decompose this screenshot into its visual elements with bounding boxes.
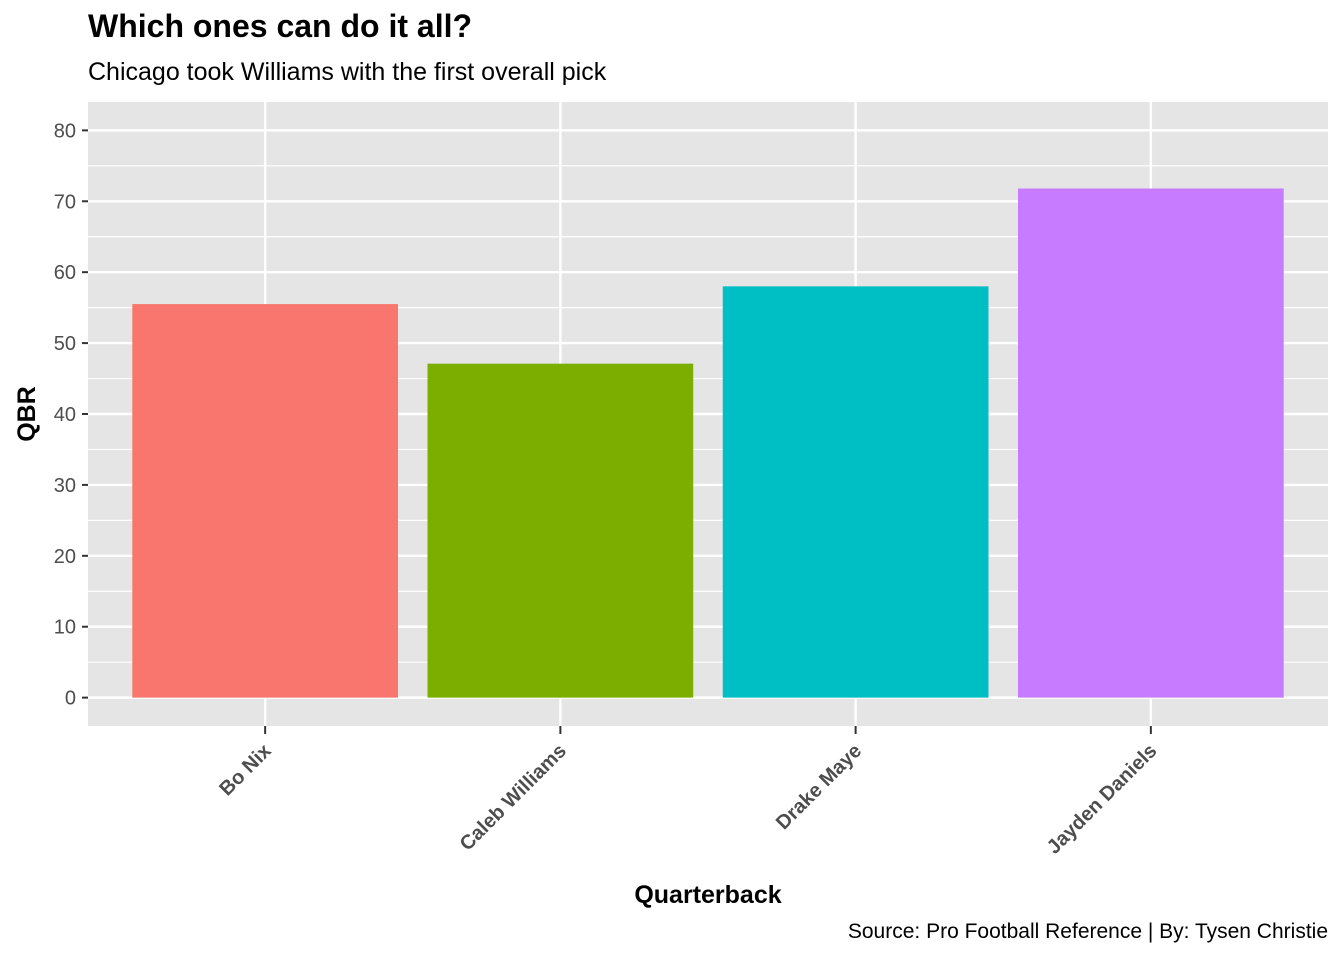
y-tick-label: 40 <box>54 404 76 426</box>
bar <box>427 363 694 698</box>
y-tick-label: 10 <box>54 617 76 639</box>
y-axis-title: QBR <box>13 386 41 442</box>
x-tick-label: Jayden Daniels <box>1043 740 1162 859</box>
y-tick-label: 70 <box>54 191 76 213</box>
bars <box>132 188 1284 698</box>
chart-caption: Source: Pro Football Reference | By: Tys… <box>847 920 1328 943</box>
bar <box>132 304 399 698</box>
x-tick-label: Caleb Williams <box>456 740 571 855</box>
y-axis: 0 10 20 30 40 50 60 70 80 <box>54 120 88 710</box>
bar <box>1018 188 1284 698</box>
y-tick-label: 0 <box>65 688 76 710</box>
y-tick-label: 20 <box>54 546 76 568</box>
y-tick-label: 80 <box>54 120 76 142</box>
chart-subtitle: Chicago took Williams with the first ove… <box>88 58 607 86</box>
bar <box>722 286 989 698</box>
y-tick-label: 50 <box>54 333 76 355</box>
x-axis: Bo Nix Caleb Williams Drake Maye Jayden Dan… <box>215 726 1161 859</box>
chart-title: Which ones can do it all? <box>88 8 473 44</box>
y-tick-label: 30 <box>54 475 76 497</box>
x-axis-title: Quarterback <box>634 881 781 909</box>
y-tick-label: 60 <box>54 262 76 284</box>
x-tick-label: Drake Maye <box>772 740 866 834</box>
x-tick-label: Bo Nix <box>215 740 275 800</box>
